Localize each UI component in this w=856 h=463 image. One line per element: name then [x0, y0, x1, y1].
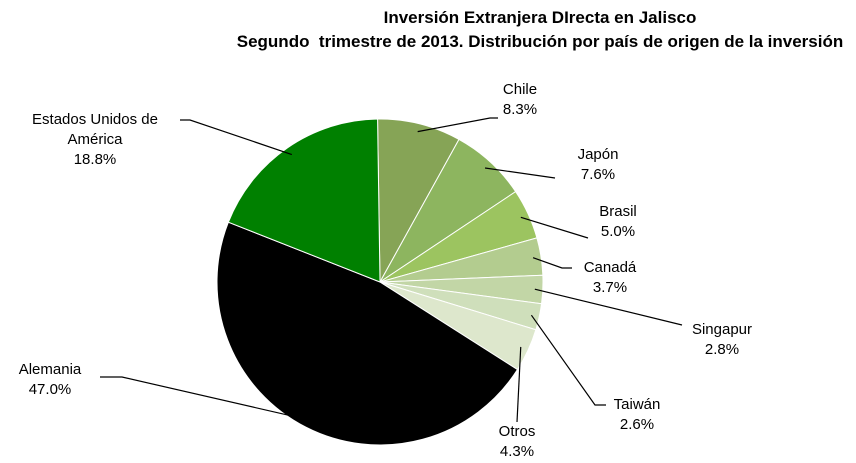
data-label: Chile 8.3%: [490, 80, 550, 120]
data-label: Japón 7.6%: [568, 145, 628, 185]
value-label: 2.8%: [704, 341, 740, 358]
leader-line: [534, 288, 683, 326]
leader-line: [484, 167, 556, 179]
pie-slice: [216, 221, 519, 446]
chart-subtitle: Segundo trimestre de 2013. Distribución …: [236, 32, 844, 51]
category-label: Otros: [498, 423, 536, 440]
data-label: Estados Unidos de América 18.8%: [5, 110, 185, 170]
value-label: 18.8%: [73, 151, 117, 168]
data-label: Brasil 5.0%: [588, 202, 648, 242]
leader-line: [520, 216, 589, 239]
category-label: Estados Unidos de América: [32, 111, 158, 148]
category-label: Brasil: [599, 203, 637, 220]
value-label: 5.0%: [600, 223, 636, 240]
value-label: 3.7%: [592, 279, 628, 296]
data-label: Otros 4.3%: [487, 422, 547, 462]
value-label: 47.0%: [28, 381, 72, 398]
category-label: Japón: [577, 146, 619, 163]
chart-title: Inversión Extranjera DIrecta en Jalisco: [383, 8, 697, 27]
pie-slice: [227, 118, 381, 283]
leader-line: [530, 314, 606, 406]
leader-line: [417, 117, 498, 133]
value-label: 4.3%: [499, 443, 535, 460]
category-label: Chile: [502, 81, 538, 98]
category-label: Alemania: [18, 361, 82, 378]
leader-line: [100, 376, 310, 421]
leader-line: [516, 346, 522, 423]
category-label: Singapur: [691, 321, 753, 338]
data-label: Taiwán 2.6%: [602, 395, 672, 435]
value-label: 7.6%: [580, 166, 616, 183]
leader-line: [180, 119, 293, 156]
data-label: Canadá 3.7%: [575, 258, 645, 298]
value-label: 2.6%: [619, 416, 655, 433]
value-label: 8.3%: [502, 101, 538, 118]
category-label: Canadá: [583, 259, 637, 276]
data-label: Alemania 47.0%: [5, 360, 95, 400]
category-label: Taiwán: [613, 396, 661, 413]
leader-line: [532, 257, 572, 269]
data-label: Singapur 2.8%: [682, 320, 762, 360]
